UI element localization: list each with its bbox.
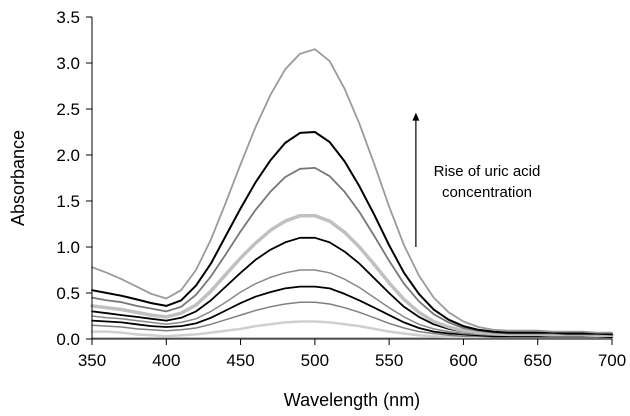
x-tick-label: 650 — [524, 351, 552, 370]
arrowhead-icon — [412, 112, 420, 121]
y-axis-title: Absorbance — [8, 130, 28, 226]
series-line-2 — [90, 320, 614, 340]
x-tick-label: 500 — [301, 351, 329, 370]
ticks-layer: 350 400 450 500 550 600 650 700 0.0 0.5 1.0 1.5 2.0 2… — [56, 8, 626, 370]
x-tick-label: 350 — [78, 351, 106, 370]
annotation: Rise of uric acid concentration — [412, 112, 541, 247]
x-tick-label: 400 — [152, 351, 180, 370]
series-line-6 — [91, 236, 613, 337]
x-tick-label: 450 — [226, 351, 254, 370]
y-tick-label: 2.0 — [56, 146, 80, 165]
series-line-3 — [91, 301, 613, 338]
y-tick-label: 1.0 — [56, 238, 80, 257]
y-tick-label: 1.5 — [56, 192, 80, 211]
annotation-text-line-2: concentration — [442, 184, 532, 201]
y-tick-label: 3.0 — [56, 54, 80, 73]
series-line-10 — [91, 48, 613, 334]
x-axis-title: Wavelength (nm) — [284, 390, 420, 410]
series-line-4 — [91, 285, 613, 339]
y-tick-label: 0.0 — [56, 330, 80, 349]
series-line-9 — [91, 131, 613, 336]
y-tick-label: 0.5 — [56, 284, 80, 303]
x-tick-label: 550 — [375, 351, 403, 370]
y-tick-label: 2.5 — [56, 100, 80, 119]
y-tick-label: 3.5 — [56, 8, 80, 27]
annotation-text-line-1: Rise of uric acid — [434, 163, 541, 180]
x-tick-label: 700 — [598, 351, 626, 370]
x-tick-label: 600 — [449, 351, 477, 370]
series-line-7 — [90, 213, 614, 338]
axes-layer — [91, 17, 612, 340]
series-layer — [90, 48, 614, 340]
